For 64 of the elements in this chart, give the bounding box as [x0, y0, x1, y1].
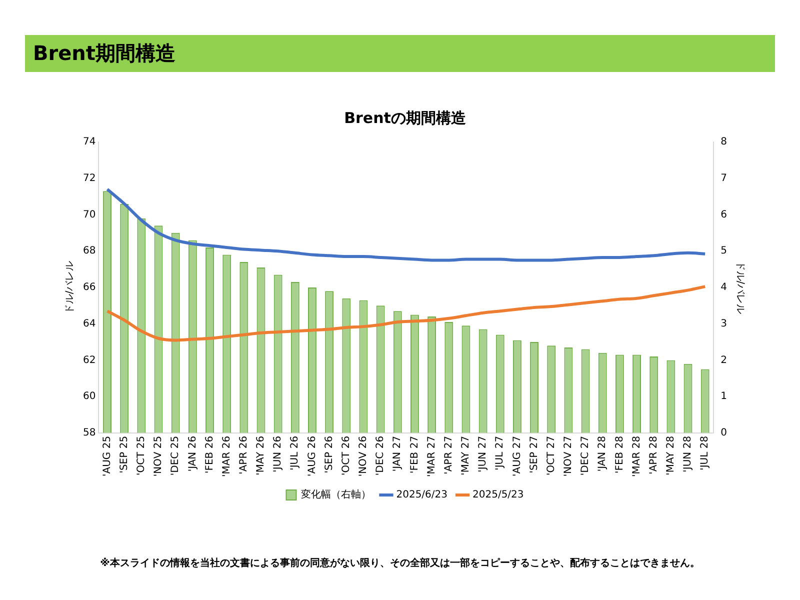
x-tick-label: 'NOV 25 [153, 436, 164, 477]
x-tick-label: 'SEP 26 [324, 436, 335, 474]
x-tick-label: 'DEC 27 [580, 436, 592, 476]
x-tick-label: 'MAY 28 [666, 436, 677, 476]
y-tick-label: 74 [82, 136, 96, 148]
x-tick-label: 'SEP 25 [118, 436, 130, 474]
legend-label: 2025/5/23 [472, 490, 524, 501]
x-tick-label: 'NOV 27 [563, 436, 574, 477]
x-tick-label: 'JAN 27 [392, 436, 404, 472]
y-tick-label: 72 [82, 172, 96, 184]
y-tick-label: 62 [82, 354, 96, 366]
x-tick-label: 'OCT 26 [340, 436, 352, 476]
x-tick-label: 'JUN 28 [682, 436, 694, 472]
x-tick-label: 'FEB 26 [204, 436, 216, 474]
x-tick-label: 'MAY 26 [256, 436, 267, 476]
y-tick-label: 58 [82, 428, 96, 439]
x-tick-label: 'OCT 27 [546, 436, 557, 476]
y2-tick-label: 1 [720, 391, 728, 402]
x-tick-label: 'MAR 26 [221, 436, 232, 478]
legend-label: 変化幅（右軸） [301, 488, 372, 501]
x-tick-label: 'MAR 28 [631, 436, 642, 478]
y2-tick-label: 8 [720, 136, 728, 148]
x-tick-label: 'AUG 25 [102, 436, 113, 476]
y2-tick-label: 2 [720, 354, 728, 366]
x-tick-label: 'NOV 26 [358, 436, 370, 477]
y-tick-label: 60 [82, 391, 96, 402]
y2-tick-label: 0 [720, 428, 728, 439]
x-tick-label: 'JUL 27 [494, 436, 506, 470]
x-tick-label: 'AUG 26 [306, 436, 318, 476]
x-tick-label: 'JUL 28 [700, 436, 711, 470]
x-tick-label: 'JAN 26 [187, 436, 198, 472]
x-tick-label: 'MAR 27 [426, 436, 438, 478]
x-tick-label: 'APR 28 [648, 436, 660, 474]
x-tick-label: 'OCT 25 [136, 436, 148, 476]
y2-axis-title: ドル/バレル [734, 260, 746, 314]
x-tick-label: 'JAN 28 [597, 436, 608, 472]
y2-tick-label: 4 [720, 282, 728, 294]
x-tick-label: 'JUN 26 [272, 436, 284, 472]
y2-tick-label: 6 [720, 209, 728, 220]
y-tick-label: 70 [82, 209, 96, 220]
text: ※本スライドの情報を当社の文書による事前の同意がない限り、その全部又は一部をコピーすることや、配布することはできません。 [99, 556, 701, 570]
y2-tick-label: 7 [720, 172, 728, 184]
x-tick-label: 'APR 27 [443, 436, 454, 474]
y-tick-label: 68 [82, 246, 96, 257]
legend-label: 2025/6/23 [396, 490, 448, 501]
x-tick-label: 'SEP 27 [528, 436, 540, 474]
chart-subtitle: Brentの期間構造 [344, 108, 467, 127]
x-tick-label: 'DEC 26 [375, 436, 386, 476]
y-tick-label: 64 [82, 318, 96, 330]
line-series [106, 285, 707, 342]
line-series [106, 188, 707, 262]
x-tick-label: 'JUL 26 [290, 436, 301, 470]
chart-title: Brent期間構造 [25, 35, 775, 72]
x-tick-label: 'APR 26 [238, 436, 250, 474]
y-tick-label: 66 [82, 282, 96, 294]
x-tick-label: 'MAY 27 [460, 436, 472, 476]
x-tick-label: 'FEB 28 [614, 436, 626, 474]
y-axis-title: ドル/バレル [64, 260, 76, 314]
x-tick-label: 'AUG 27 [512, 436, 523, 476]
x-tick-label: 'JUN 27 [478, 436, 489, 472]
x-tick-label: 'DEC 25 [170, 436, 182, 476]
y2-tick-label: 5 [720, 246, 728, 257]
y2-tick-label: 3 [720, 318, 728, 330]
x-tick-label: 'FEB 27 [409, 436, 420, 474]
